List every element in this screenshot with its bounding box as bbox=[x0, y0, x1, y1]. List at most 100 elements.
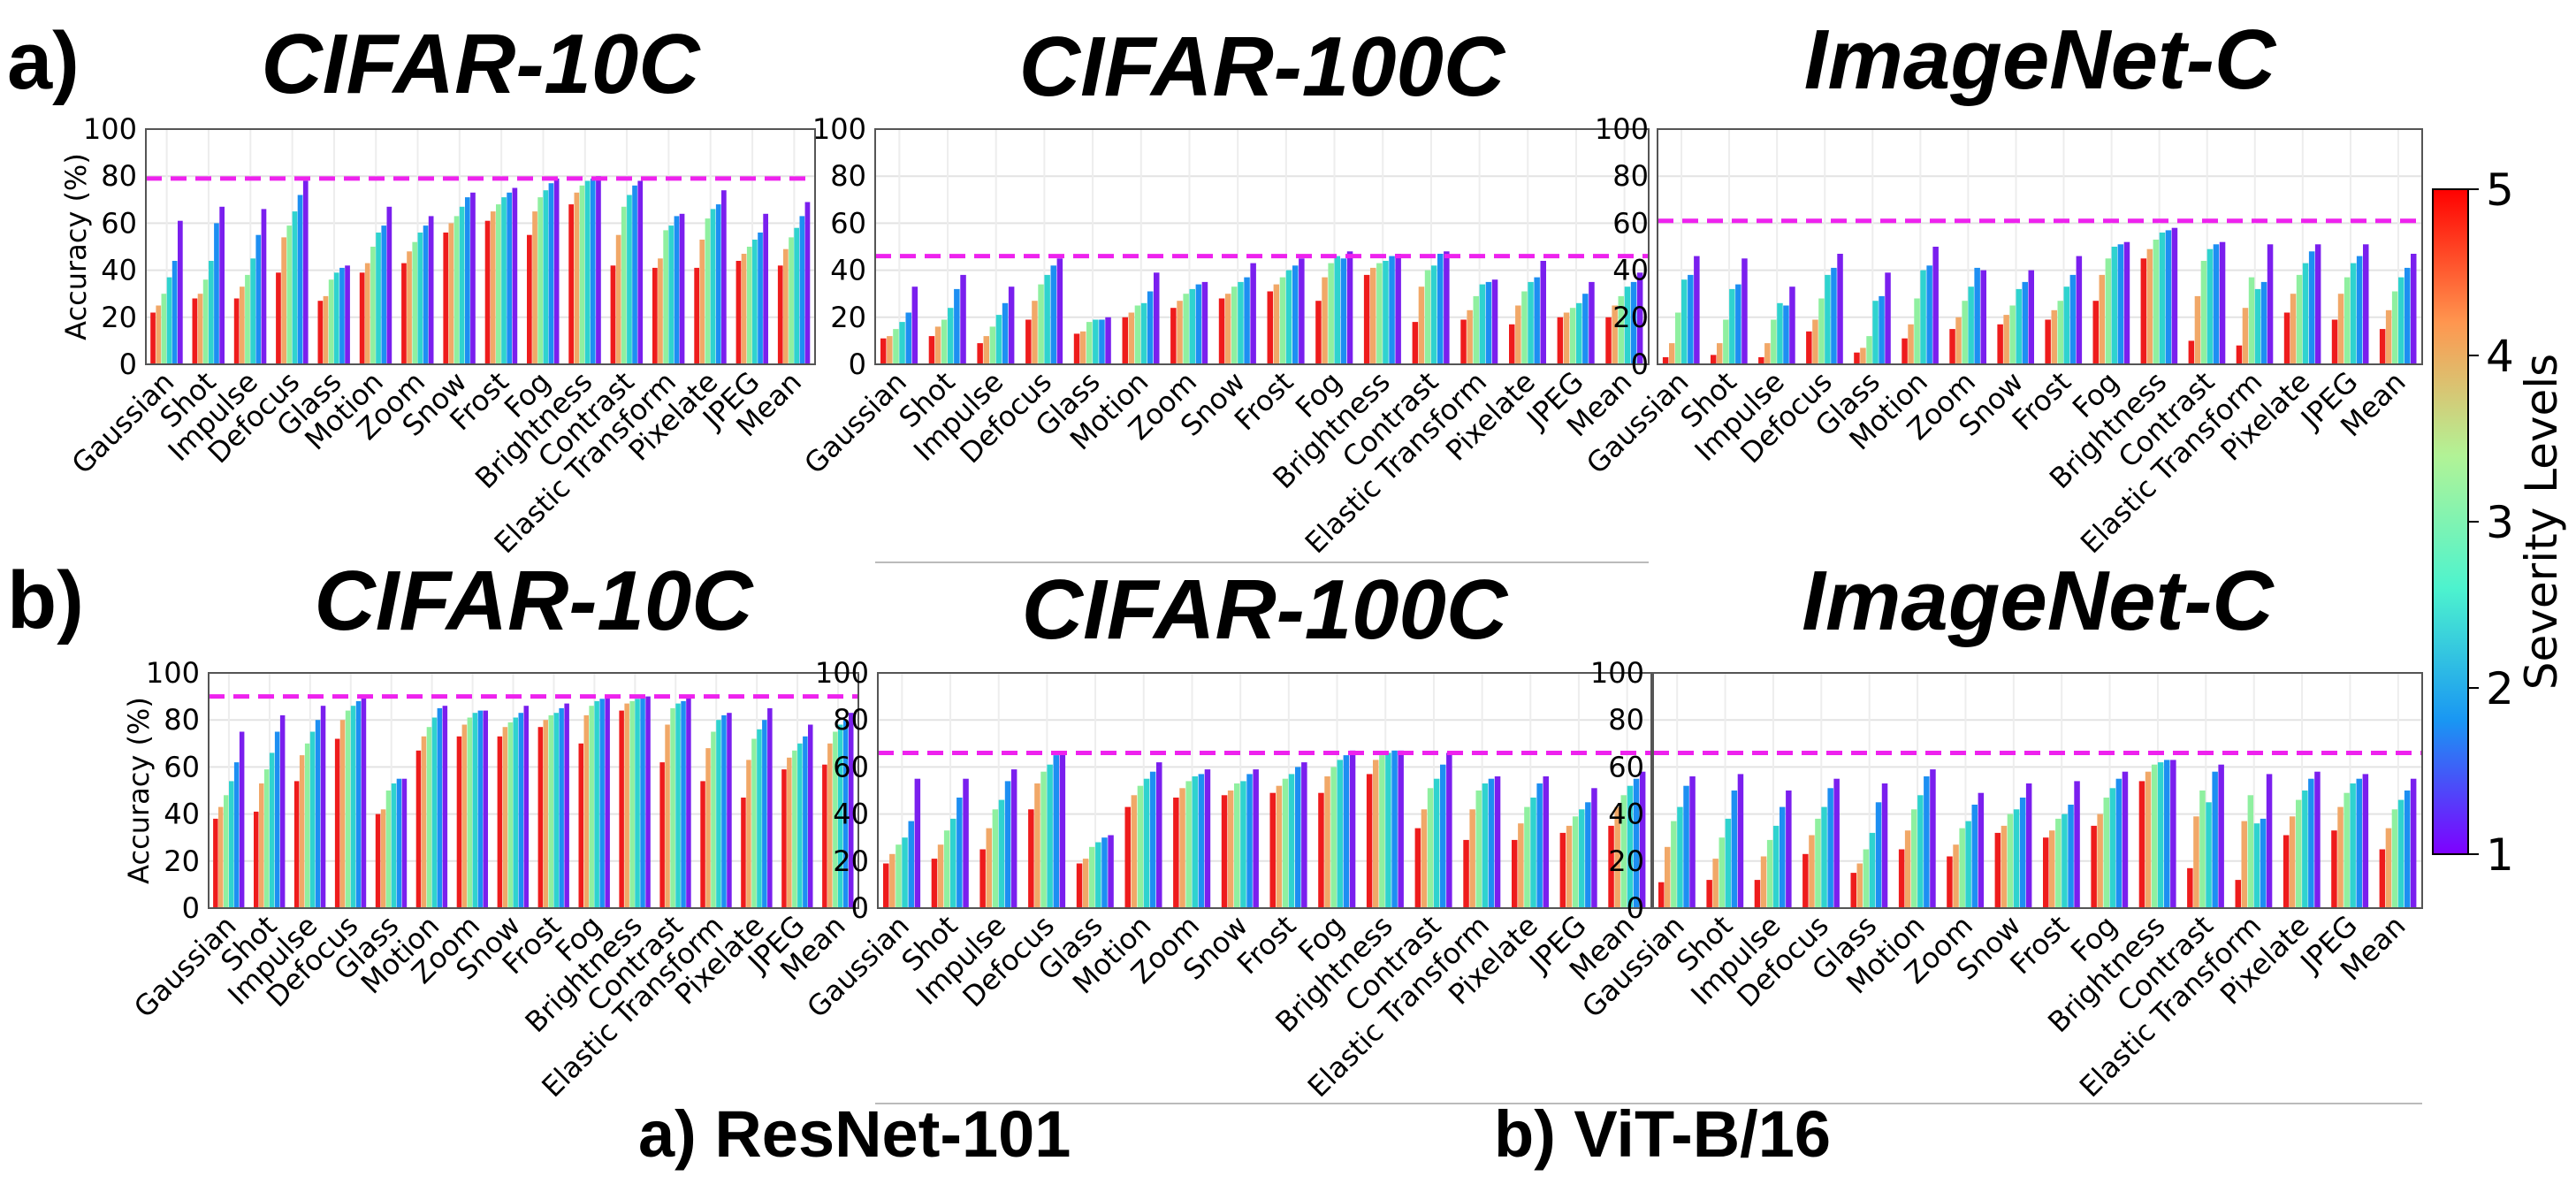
bar-mean-severity-1 bbox=[799, 216, 805, 364]
bar-pixelate-severity-4 bbox=[746, 760, 751, 908]
bar-jpeg-severity-1 bbox=[1585, 802, 1591, 908]
y-tick-label: 80 bbox=[830, 159, 866, 193]
bar-jpeg-severity-0 bbox=[1591, 788, 1597, 908]
bar-pixelate-severity-1 bbox=[762, 720, 767, 908]
bar-fog-severity-0 bbox=[1346, 251, 1353, 364]
y-tick-label: 0 bbox=[851, 891, 869, 925]
bar-motion-severity-3 bbox=[426, 727, 432, 908]
y-tick-label: 100 bbox=[815, 656, 869, 690]
bar-brightness-severity-0 bbox=[2171, 227, 2178, 364]
bar-jpeg-severity-5 bbox=[2331, 830, 2337, 908]
bar-impulse-severity-3 bbox=[245, 274, 250, 364]
bar-glass-severity-0 bbox=[1881, 783, 1888, 908]
bar-pixelate-severity-2 bbox=[1528, 281, 1534, 364]
bar-contrast-severity-2 bbox=[2206, 248, 2214, 364]
y-tick-label: 80 bbox=[833, 703, 869, 737]
bar-pixelate-severity-0 bbox=[2314, 771, 2321, 908]
bar-shot-severity-3 bbox=[263, 769, 270, 908]
bar-impulse-severity-4 bbox=[240, 286, 245, 364]
bar-pixelate-severity-5 bbox=[2283, 835, 2290, 908]
bar-elastic-transform-severity-3 bbox=[711, 731, 716, 908]
bar-fog-severity-3 bbox=[2103, 798, 2109, 908]
bar-glass-severity-2 bbox=[333, 272, 339, 364]
bar-impulse-severity-3 bbox=[1771, 319, 1777, 364]
bar-shot-severity-2 bbox=[1729, 288, 1735, 364]
bar-brightness-severity-0 bbox=[645, 696, 651, 908]
bar-contrast-severity-5 bbox=[610, 265, 616, 364]
bar-contrast-severity-0 bbox=[2218, 764, 2224, 908]
bar-motion-severity-1 bbox=[437, 707, 443, 908]
bar-contrast-severity-1 bbox=[681, 700, 686, 908]
bar-frost-severity-3 bbox=[2057, 301, 2063, 364]
bar-pixelate-severity-2 bbox=[2302, 791, 2308, 908]
bar-glass-severity-2 bbox=[391, 783, 397, 908]
bar-frost-severity-4 bbox=[543, 720, 548, 908]
bar-fog-severity-4 bbox=[2099, 274, 2105, 364]
bar-motion-severity-2 bbox=[1917, 795, 1924, 908]
bar-zoom-severity-1 bbox=[1974, 267, 1980, 364]
bar-shot-severity-1 bbox=[214, 223, 219, 364]
y-tick-label: 80 bbox=[164, 703, 200, 737]
bar-frost-severity-4 bbox=[1273, 284, 1280, 364]
bar-contrast-severity-1 bbox=[1440, 764, 1446, 908]
bar-gaussian-severity-1 bbox=[905, 312, 911, 364]
bar-glass-severity-2 bbox=[1869, 832, 1876, 908]
bar-defocus-severity-0 bbox=[302, 180, 309, 364]
bar-frost-severity-4 bbox=[2051, 309, 2057, 364]
bar-jpeg-severity-3 bbox=[746, 247, 752, 364]
bar-snow-severity-1 bbox=[1246, 774, 1253, 908]
bar-snow-severity-1 bbox=[518, 713, 523, 908]
y-tick-label: 0 bbox=[182, 891, 200, 925]
bar-shot-severity-2 bbox=[948, 308, 954, 364]
bar-motion-severity-4 bbox=[1128, 312, 1135, 364]
bar-snow-severity-3 bbox=[507, 722, 514, 908]
bar-fog-severity-1 bbox=[599, 699, 605, 908]
bar-mean-severity-2 bbox=[1624, 286, 1631, 364]
bar-jpeg-severity-2 bbox=[1579, 809, 1585, 908]
bar-jpeg-severity-2 bbox=[2350, 263, 2357, 364]
bar-shot-severity-2 bbox=[209, 261, 214, 364]
bar-motion-severity-1 bbox=[1149, 771, 1156, 908]
bar-shot-severity-0 bbox=[1741, 258, 1748, 364]
bar-snow-severity-4 bbox=[1227, 791, 1234, 908]
bar-contrast-severity-3 bbox=[621, 206, 627, 364]
bar-snow-severity-5 bbox=[443, 233, 449, 364]
bar-jpeg-severity-0 bbox=[2362, 774, 2369, 908]
bar-gaussian-severity-5 bbox=[880, 338, 887, 364]
chart-title: CIFAR-10C bbox=[314, 554, 754, 648]
bar-brightness-severity-3 bbox=[2151, 764, 2158, 908]
chart-title: CIFAR-100C bbox=[1022, 562, 1509, 657]
bar-zoom-severity-0 bbox=[483, 710, 488, 908]
bar-gaussian-severity-1 bbox=[1683, 785, 1689, 908]
bar-frost-severity-1 bbox=[2069, 274, 2077, 364]
bar-brightness-severity-5 bbox=[568, 204, 574, 364]
bar-mean-severity-1 bbox=[2405, 267, 2411, 364]
bar-zoom-severity-5 bbox=[1170, 308, 1177, 364]
bar-glass-severity-5 bbox=[1854, 352, 1860, 364]
bar-pixelate-severity-0 bbox=[767, 707, 773, 908]
bar-zoom-severity-0 bbox=[1978, 792, 1985, 908]
bar-pixelate-severity-2 bbox=[1530, 798, 1536, 908]
bar-brightness-severity-2 bbox=[2159, 233, 2166, 364]
y-tick-label: 60 bbox=[1608, 750, 1644, 783]
bar-shot-severity-4 bbox=[1712, 859, 1719, 908]
bar-gaussian-severity-1 bbox=[1688, 274, 1694, 364]
bar-impulse-severity-4 bbox=[1760, 856, 1767, 908]
bar-contrast-severity-1 bbox=[2213, 244, 2220, 364]
bar-defocus-severity-2 bbox=[1047, 764, 1053, 908]
y-tick-label: 80 bbox=[1612, 159, 1649, 193]
bar-mean-severity-3 bbox=[1618, 295, 1624, 364]
bar-defocus-severity-1 bbox=[1827, 788, 1833, 908]
bar-pixelate-severity-2 bbox=[710, 209, 716, 364]
bar-shot-severity-0 bbox=[219, 206, 225, 364]
bar-jpeg-severity-5 bbox=[1559, 832, 1566, 908]
bar-impulse-severity-1 bbox=[1783, 305, 1789, 364]
bar-zoom-severity-4 bbox=[1955, 317, 1962, 364]
bar-shot-severity-0 bbox=[279, 714, 286, 908]
bar-fog-severity-3 bbox=[589, 706, 594, 908]
bar-defocus-severity-0 bbox=[1056, 258, 1063, 364]
bar-brightness-severity-3 bbox=[1376, 263, 1383, 364]
bar-elastic-transform-severity-0 bbox=[1494, 776, 1501, 908]
bar-frost-severity-0 bbox=[564, 703, 569, 908]
bar-motion-severity-3 bbox=[370, 247, 376, 364]
